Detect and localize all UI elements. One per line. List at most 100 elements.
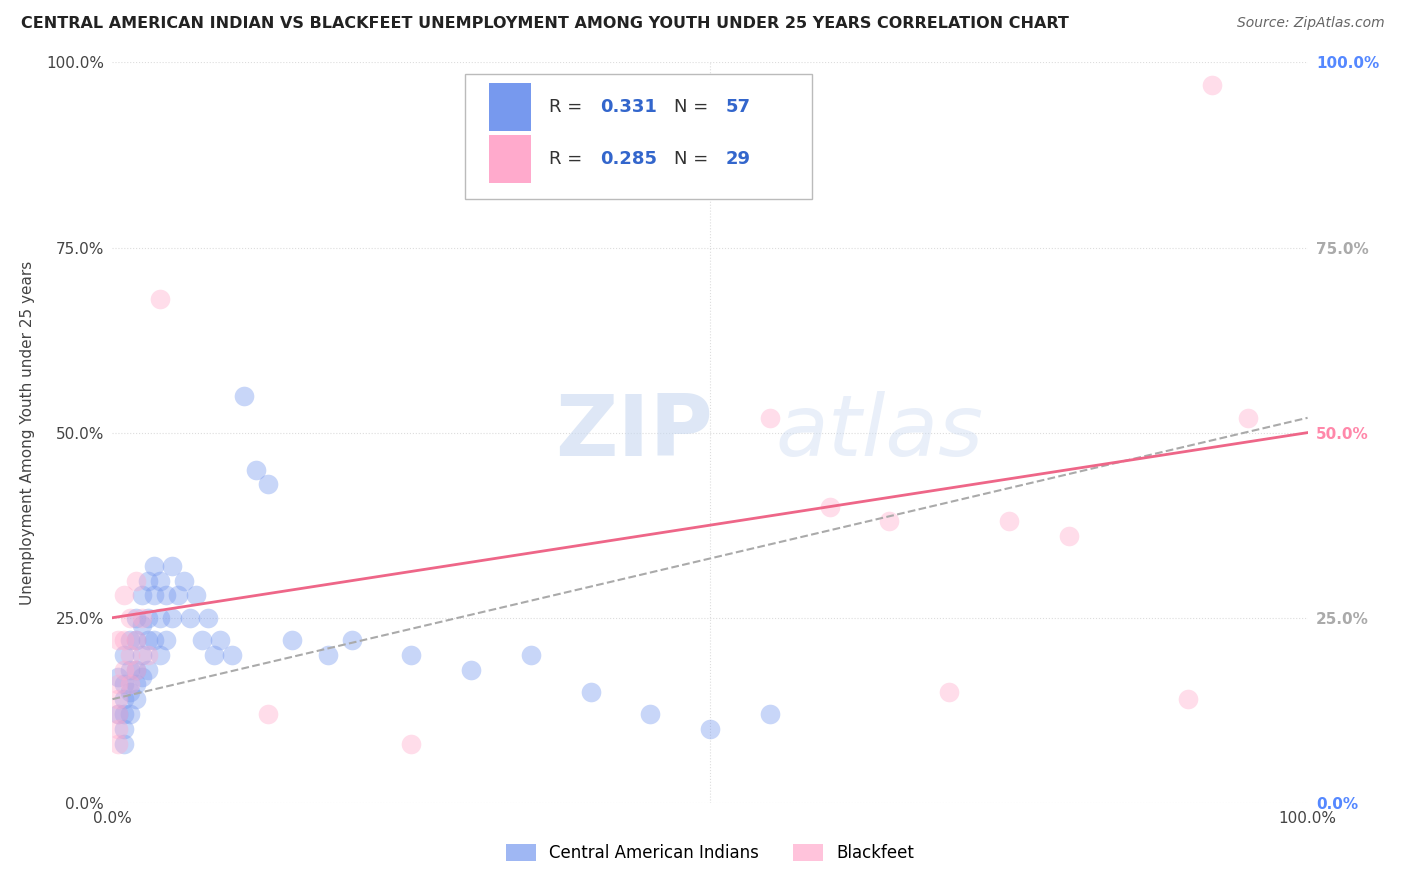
Point [699, 722, 721, 736]
Point [125, 692, 148, 706]
Point [143, 589, 166, 603]
Point [197, 610, 219, 624]
Y-axis label: Unemployment Among Youth under 25 years: Unemployment Among Youth under 25 years [20, 260, 35, 605]
Point [114, 737, 135, 751]
Point [131, 589, 153, 603]
Point [107, 737, 129, 751]
Point [114, 722, 135, 736]
Text: 0.331: 0.331 [600, 98, 657, 116]
Point [938, 685, 960, 699]
Point [120, 706, 142, 721]
Text: CENTRAL AMERICAN INDIAN VS BLACKFEET UNEMPLOYMENT AMONG YOUTH UNDER 25 YEARS COR: CENTRAL AMERICAN INDIAN VS BLACKFEET UNE… [21, 16, 1069, 31]
Point [138, 574, 160, 588]
Point [107, 692, 129, 706]
Text: 0.285: 0.285 [600, 150, 657, 168]
Point [107, 706, 129, 721]
Point [191, 632, 214, 647]
Point [131, 618, 153, 632]
Point [460, 663, 482, 677]
Point [120, 685, 142, 699]
FancyBboxPatch shape [465, 73, 811, 200]
Point [125, 574, 148, 588]
Point [202, 648, 225, 662]
Point [209, 632, 232, 647]
Point [125, 632, 148, 647]
Point [138, 610, 160, 624]
FancyBboxPatch shape [489, 83, 531, 131]
Point [131, 610, 153, 624]
Point [125, 632, 148, 647]
Point [233, 388, 256, 402]
Point [114, 692, 135, 706]
Point [125, 610, 148, 624]
Point [149, 293, 172, 307]
Point [138, 632, 160, 647]
Point [401, 737, 423, 751]
Point [120, 677, 142, 691]
Point [173, 574, 195, 588]
Point [221, 648, 243, 662]
Point [107, 670, 129, 684]
Point [155, 589, 177, 603]
Text: 29: 29 [725, 150, 751, 168]
Point [149, 610, 172, 624]
Text: R =: R = [548, 98, 588, 116]
Point [520, 648, 543, 662]
Point [162, 558, 183, 573]
Point [257, 477, 280, 491]
Point [107, 677, 129, 691]
Point [107, 632, 129, 647]
Point [114, 648, 135, 662]
Point [114, 589, 135, 603]
Point [281, 632, 304, 647]
Point [759, 410, 782, 425]
Point [1201, 78, 1223, 92]
Point [138, 648, 160, 662]
Text: R =: R = [548, 150, 588, 168]
Point [186, 589, 208, 603]
Legend: Central American Indians, Blackfeet: Central American Indians, Blackfeet [499, 837, 921, 869]
Point [114, 706, 135, 721]
Point [138, 663, 160, 677]
Point [107, 706, 129, 721]
Point [340, 632, 363, 647]
Point [149, 648, 172, 662]
Point [143, 632, 166, 647]
Point [143, 558, 166, 573]
Point [818, 500, 841, 514]
Point [257, 706, 280, 721]
Point [125, 663, 148, 677]
Point [1057, 529, 1080, 543]
Point [167, 589, 190, 603]
Point [149, 574, 172, 588]
Point [879, 515, 901, 529]
Point [998, 515, 1021, 529]
Point [125, 663, 148, 677]
Point [579, 685, 602, 699]
Text: Source: ZipAtlas.com: Source: ZipAtlas.com [1237, 16, 1385, 30]
Point [120, 663, 142, 677]
Point [107, 722, 129, 736]
Text: N =: N = [675, 150, 714, 168]
Text: 57: 57 [725, 98, 751, 116]
Point [1177, 692, 1199, 706]
Point [114, 677, 135, 691]
Point [120, 610, 142, 624]
Point [1237, 410, 1260, 425]
Text: ZIP: ZIP [554, 391, 713, 475]
Text: atlas: atlas [776, 391, 984, 475]
Point [759, 706, 782, 721]
Point [155, 632, 177, 647]
Point [162, 610, 183, 624]
FancyBboxPatch shape [489, 135, 531, 183]
Point [114, 632, 135, 647]
Point [179, 610, 201, 624]
Point [120, 648, 142, 662]
Point [131, 648, 153, 662]
Point [245, 462, 267, 476]
Point [131, 670, 153, 684]
Text: N =: N = [675, 98, 714, 116]
Point [114, 663, 135, 677]
Point [316, 648, 339, 662]
Point [120, 632, 142, 647]
